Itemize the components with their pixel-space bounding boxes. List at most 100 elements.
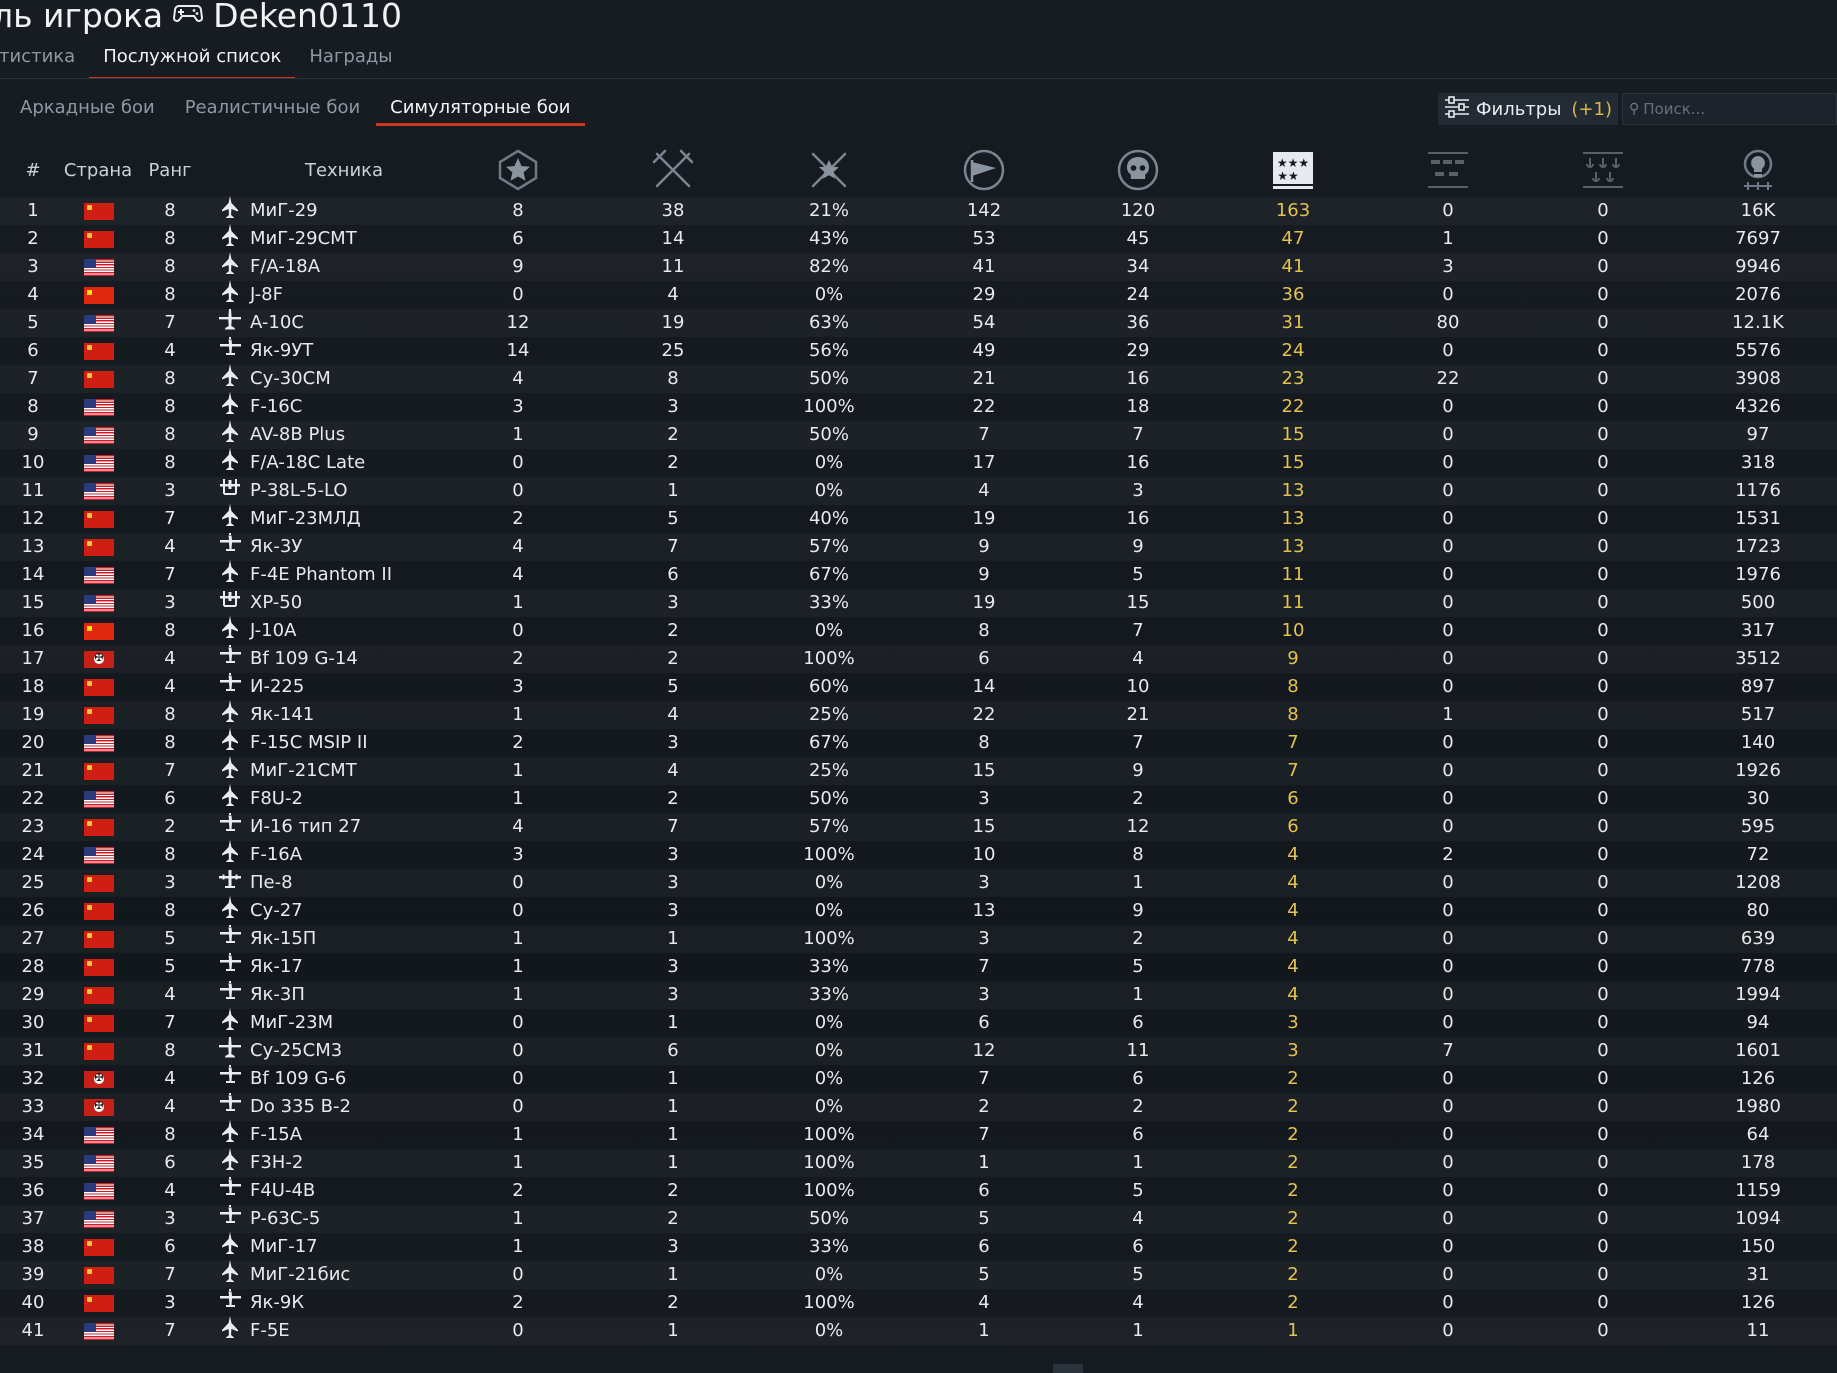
vehicle-cell[interactable]: МиГ-21СМТ [218,755,357,785]
tab-awards[interactable]: Награды [309,46,393,67]
table-row[interactable]: 23 2 И-16 тип 27 4 7 57% 15 12 6 0 0 595 [0,812,1837,841]
vehicle-cell[interactable]: F-16A [218,839,302,869]
table-row[interactable]: 33 4 Do 335 B-2 0 1 0% 2 2 2 0 0 1980 [0,1092,1837,1121]
table-row[interactable]: 35 6 F3H-2 1 1 100% 1 1 2 0 0 178 [0,1147,1837,1177]
vehicle-cell[interactable]: F/A-18A [218,251,320,281]
flag-icon[interactable] [962,145,1006,195]
col-rank[interactable]: Ранг [148,159,192,181]
vehicle-cell[interactable]: Bf 109 G-6 [218,1064,346,1093]
table-row[interactable]: 9 8 AV-8B Plus 1 2 50% 7 7 15 0 0 97 [0,419,1837,449]
table-row[interactable]: 20 8 F-15C MSIP II 2 3 67% 8 7 7 0 0 140 [0,727,1837,757]
table-row[interactable]: 3 8 F/A-18A 9 11 82% 41 34 41 3 0 9946 [0,251,1837,281]
col-vehicle[interactable]: Техника [304,159,384,181]
ship-anchors-icon[interactable] [1581,145,1625,195]
vehicle-cell[interactable]: МиГ-21бис [218,1259,350,1289]
vehicle-cell[interactable]: Як-17 [218,952,303,981]
vehicle-cell[interactable]: F-15C MSIP II [218,727,368,757]
vehicle-cell[interactable]: F-16C [218,391,302,421]
vehicle-cell[interactable]: F3H-2 [218,1147,303,1177]
vehicle-cell[interactable]: J-8F [218,279,283,309]
table-row[interactable]: 5 7 A-10C 12 19 63% 54 36 31 80 0 12.1K [0,308,1837,337]
vehicle-cell[interactable]: P-38L-5-LO [218,477,348,505]
table-row[interactable]: 19 8 Як-141 1 4 25% 22 21 8 1 0 517 [0,699,1837,729]
swords-star-icon[interactable] [807,145,851,195]
vehicle-cell[interactable]: Як-15П [218,924,316,953]
table-row[interactable]: 27 5 Як-15П 1 1 100% 3 2 4 0 0 639 [0,924,1837,953]
table-row[interactable]: 6 4 Як-9УТ 14 25 56% 49 29 24 0 0 5576 [0,336,1837,365]
vehicle-cell[interactable]: Як-9УТ [218,336,313,365]
vehicle-cell[interactable]: F-4E Phantom II [218,559,392,589]
vehicle-cell[interactable]: Як-3П [218,980,305,1009]
table-row[interactable]: 10 8 F/A-18C Late 0 2 0% 17 16 15 0 0 318 [0,447,1837,477]
lightbulb-icon[interactable] [1736,145,1780,195]
table-row[interactable]: 4 8 J-8F 0 4 0% 29 24 36 0 0 2076 [0,279,1837,309]
vehicle-cell[interactable]: МиГ-23МЛД [218,503,361,533]
vehicle-cell[interactable]: F8U-2 [218,783,303,813]
table-row[interactable]: 25 3 Пе-8 0 3 0% 3 1 4 0 0 1208 [0,869,1837,897]
vehicle-cell[interactable]: AV-8B Plus [218,419,345,449]
table-row[interactable]: 7 8 Су-30СМ 4 8 50% 21 16 23 22 0 3908 [0,363,1837,393]
table-row[interactable]: 18 4 И-225 3 5 60% 14 10 8 0 0 897 [0,672,1837,701]
tanks-row-icon[interactable] [1426,145,1470,195]
search-input[interactable]: ⚲ Поиск... [1622,93,1837,125]
table-row[interactable]: 2 8 МиГ-29СМТ 6 14 43% 53 45 47 1 0 7697 [0,223,1837,253]
table-row[interactable]: 24 8 F-16A 3 3 100% 10 8 4 2 0 72 [0,839,1837,869]
table-row[interactable]: 34 8 F-15A 1 1 100% 7 6 2 0 0 64 [0,1119,1837,1149]
table-row[interactable]: 16 8 J-10A 0 2 0% 8 7 10 0 0 317 [0,615,1837,645]
table-row[interactable]: 32 4 Bf 109 G-6 0 1 0% 7 6 2 0 0 126 [0,1064,1837,1093]
tab-service-record[interactable]: Послужной список [89,44,296,79]
table-row[interactable]: 28 5 Як-17 1 3 33% 7 5 4 0 0 778 [0,952,1837,981]
vehicle-cell[interactable]: Су-27 [218,895,303,925]
vehicle-cell[interactable]: МиГ-29 [218,195,318,225]
vehicle-cell[interactable]: МиГ-23М [218,1007,333,1037]
vehicle-cell[interactable]: Пе-8 [218,869,293,897]
next-page-button[interactable] [1053,1364,1083,1373]
skull-icon[interactable] [1116,145,1160,195]
vehicle-cell[interactable]: Do 335 B-2 [218,1092,351,1121]
vehicle-cell[interactable]: Як-141 [218,699,314,729]
vehicle-cell[interactable]: Bf 109 G-14 [218,644,358,673]
table-row[interactable]: 36 4 F4U-4B 2 2 100% 6 5 2 0 0 1159 [0,1176,1837,1205]
vehicle-cell[interactable]: A-10C [218,308,304,337]
vehicle-cell[interactable]: J-10A [218,615,296,645]
table-row[interactable]: 15 3 XP-50 1 3 33% 19 15 11 0 0 500 [0,589,1837,617]
tab-statistics[interactable]: атистика [0,46,76,67]
col-number[interactable]: # [25,159,41,181]
vehicle-cell[interactable]: F/A-18C Late [218,447,365,477]
table-row[interactable]: 1 8 МиГ-29 8 38 21% 142 120 163 0 0 16K [0,195,1837,225]
vehicle-cell[interactable]: F-15A [218,1119,302,1149]
table-row[interactable]: 8 8 F-16C 3 3 100% 22 18 22 0 0 4326 [0,391,1837,421]
vehicle-cell[interactable]: P-63C-5 [218,1204,320,1233]
table-row[interactable]: 38 6 МиГ-17 1 3 33% 6 6 2 0 0 150 [0,1231,1837,1261]
vehicle-cell[interactable]: И-225 [218,672,304,701]
col-country[interactable]: Страна [63,159,133,181]
table-row[interactable]: 13 4 Як-3У 4 7 57% 9 9 13 0 0 1723 [0,532,1837,561]
table-row[interactable]: 26 8 Су-27 0 3 0% 13 9 4 0 0 80 [0,895,1837,925]
table-row[interactable]: 17 4 Bf 109 G-14 2 2 100% 6 4 9 0 0 3512 [0,644,1837,673]
table-row[interactable]: 41 7 F-5E 0 1 0% 1 1 1 0 0 11 [0,1315,1837,1345]
table-row[interactable]: 29 4 Як-3П 1 3 33% 3 1 4 0 0 1994 [0,980,1837,1009]
tab-realistic[interactable]: Реалистичные бои [184,97,361,118]
vehicle-cell[interactable]: Су-25СМ3 [218,1036,342,1065]
medal-stars-icon[interactable]: ★★★ ★★ [1271,145,1315,195]
table-row[interactable]: 31 8 Су-25СМ3 0 6 0% 12 11 3 7 0 1601 [0,1036,1837,1065]
filters-button[interactable]: Фильтры (+1) [1438,93,1618,125]
table-row[interactable]: 14 7 F-4E Phantom II 4 6 67% 9 5 11 0 0 1976 [0,559,1837,589]
table-row[interactable]: 12 7 МиГ-23МЛД 2 5 40% 19 16 13 0 0 1531 [0,503,1837,533]
vehicle-cell[interactable]: Су-30СМ [218,363,331,393]
tab-simulator[interactable]: Симуляторные бои [376,94,585,126]
vehicle-cell[interactable]: F4U-4B [218,1176,315,1205]
vehicle-cell[interactable]: F-5E [218,1315,290,1345]
vehicle-cell[interactable]: И-16 тип 27 [218,812,361,841]
table-row[interactable]: 39 7 МиГ-21бис 0 1 0% 5 5 2 0 0 31 [0,1259,1837,1289]
table-row[interactable]: 40 3 Як-9К 2 2 100% 4 4 2 0 0 126 [0,1288,1837,1317]
tab-arcade[interactable]: Аркадные бои [20,97,155,118]
vehicle-cell[interactable]: Як-9К [218,1288,304,1317]
table-row[interactable]: 21 7 МиГ-21СМТ 1 4 25% 15 9 7 0 0 1926 [0,755,1837,785]
table-row[interactable]: 11 3 P-38L-5-LO 0 1 0% 4 3 13 0 0 1176 [0,477,1837,505]
table-row[interactable]: 22 6 F8U-2 1 2 50% 3 2 6 0 0 30 [0,783,1837,813]
vehicle-cell[interactable]: МиГ-29СМТ [218,223,357,253]
vehicle-cell[interactable]: XP-50 [218,589,302,617]
star-badge-icon[interactable] [496,145,540,195]
table-row[interactable]: 30 7 МиГ-23М 0 1 0% 6 6 3 0 0 94 [0,1007,1837,1037]
